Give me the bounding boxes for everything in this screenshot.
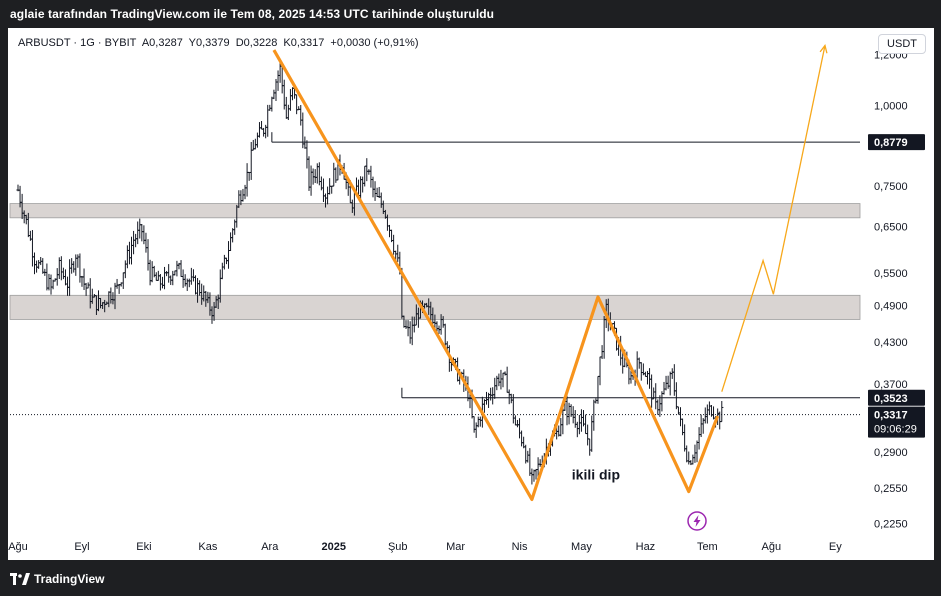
y-tick-label: 0,5500 <box>874 268 908 280</box>
attribution-bar: aglaie tarafından TradingView.com ile Te… <box>0 0 941 28</box>
x-tick-label: Eki <box>136 541 151 553</box>
legend-high: Y0,3379 <box>188 37 230 49</box>
y-tick-label: 0,2250 <box>874 518 908 530</box>
x-tick-label: Nis <box>512 541 528 553</box>
x-tick-label: May <box>571 541 592 553</box>
level-price-label: 0,8779 <box>874 137 908 149</box>
x-tick-label: Ey <box>829 541 842 553</box>
y-tick-label: 0,4300 <box>874 337 908 349</box>
y-tick-label: 0,2900 <box>874 447 908 459</box>
level-price-badge <box>868 389 925 406</box>
footer-brand: TradingView <box>34 572 105 586</box>
y-tick-label: 0,7500 <box>874 181 908 193</box>
y-tick-label: 0,4900 <box>874 300 908 312</box>
x-tick-label: Mar <box>446 541 465 553</box>
price-zone[interactable] <box>9 203 861 219</box>
x-tick-label: Tem <box>697 541 718 553</box>
tradingview-logo[interactable]: TradingView <box>10 572 104 586</box>
double-bottom-zigzag[interactable] <box>272 49 720 502</box>
x-tick-label: Ağu <box>762 541 782 553</box>
y-tick-label: 0,2550 <box>874 483 908 495</box>
footer-bar: TradingView <box>0 562 941 596</box>
x-tick-label: Ara <box>261 541 279 553</box>
legend-low: D0,3228 <box>235 37 278 49</box>
projection-arrowhead <box>819 44 828 54</box>
legend-open: A0,3287 <box>141 37 183 49</box>
current-price-badge <box>868 406 925 438</box>
level-price-badge <box>868 134 925 151</box>
x-tick-label: Şub <box>388 541 408 553</box>
x-tick-label: Kas <box>198 541 217 553</box>
price-chart[interactable]: 1,20001,00000,75000,65000,55000,49000,43… <box>8 28 934 560</box>
y-tick-label: 0,6500 <box>874 221 908 233</box>
x-tick-label: 2025 <box>322 541 346 553</box>
attribution-text: aglaie tarafından TradingView.com ile Te… <box>10 7 495 21</box>
chart-panel[interactable]: 1,2000 1,0000 0,7500 0,6500 0,5500 0,4900 0,43… <box>8 28 934 560</box>
currency-button[interactable]: USDT <box>878 34 926 54</box>
y-tick-label: 1,0000 <box>874 101 908 113</box>
level-price-label: 0,3523 <box>874 393 908 405</box>
legend-change: +0,0030 (+0,91%) <box>330 37 419 49</box>
candle-countdown: 09:06:29 <box>874 424 917 436</box>
pattern-annotation: ikili dip <box>572 467 620 483</box>
x-tick-label: Haz <box>636 541 656 553</box>
symbol-legend: ARBUSDT · 1G · BYBIT A0,3287 Y0,3379 D0,… <box>18 37 422 49</box>
x-tick-label: Ağu <box>8 541 28 553</box>
lightning-bolt <box>693 515 701 527</box>
y-tick-label: 0,3700 <box>874 379 908 391</box>
legend-close: K0,3317 <box>283 37 325 49</box>
current-price-label: 0,3317 <box>874 410 908 422</box>
x-tick-label: Eyl <box>74 541 89 553</box>
tradingview-logo-icon <box>10 573 30 585</box>
legend-symbol[interactable]: ARBUSDT · 1G · BYBIT <box>18 37 137 49</box>
projection-path[interactable] <box>721 45 826 392</box>
